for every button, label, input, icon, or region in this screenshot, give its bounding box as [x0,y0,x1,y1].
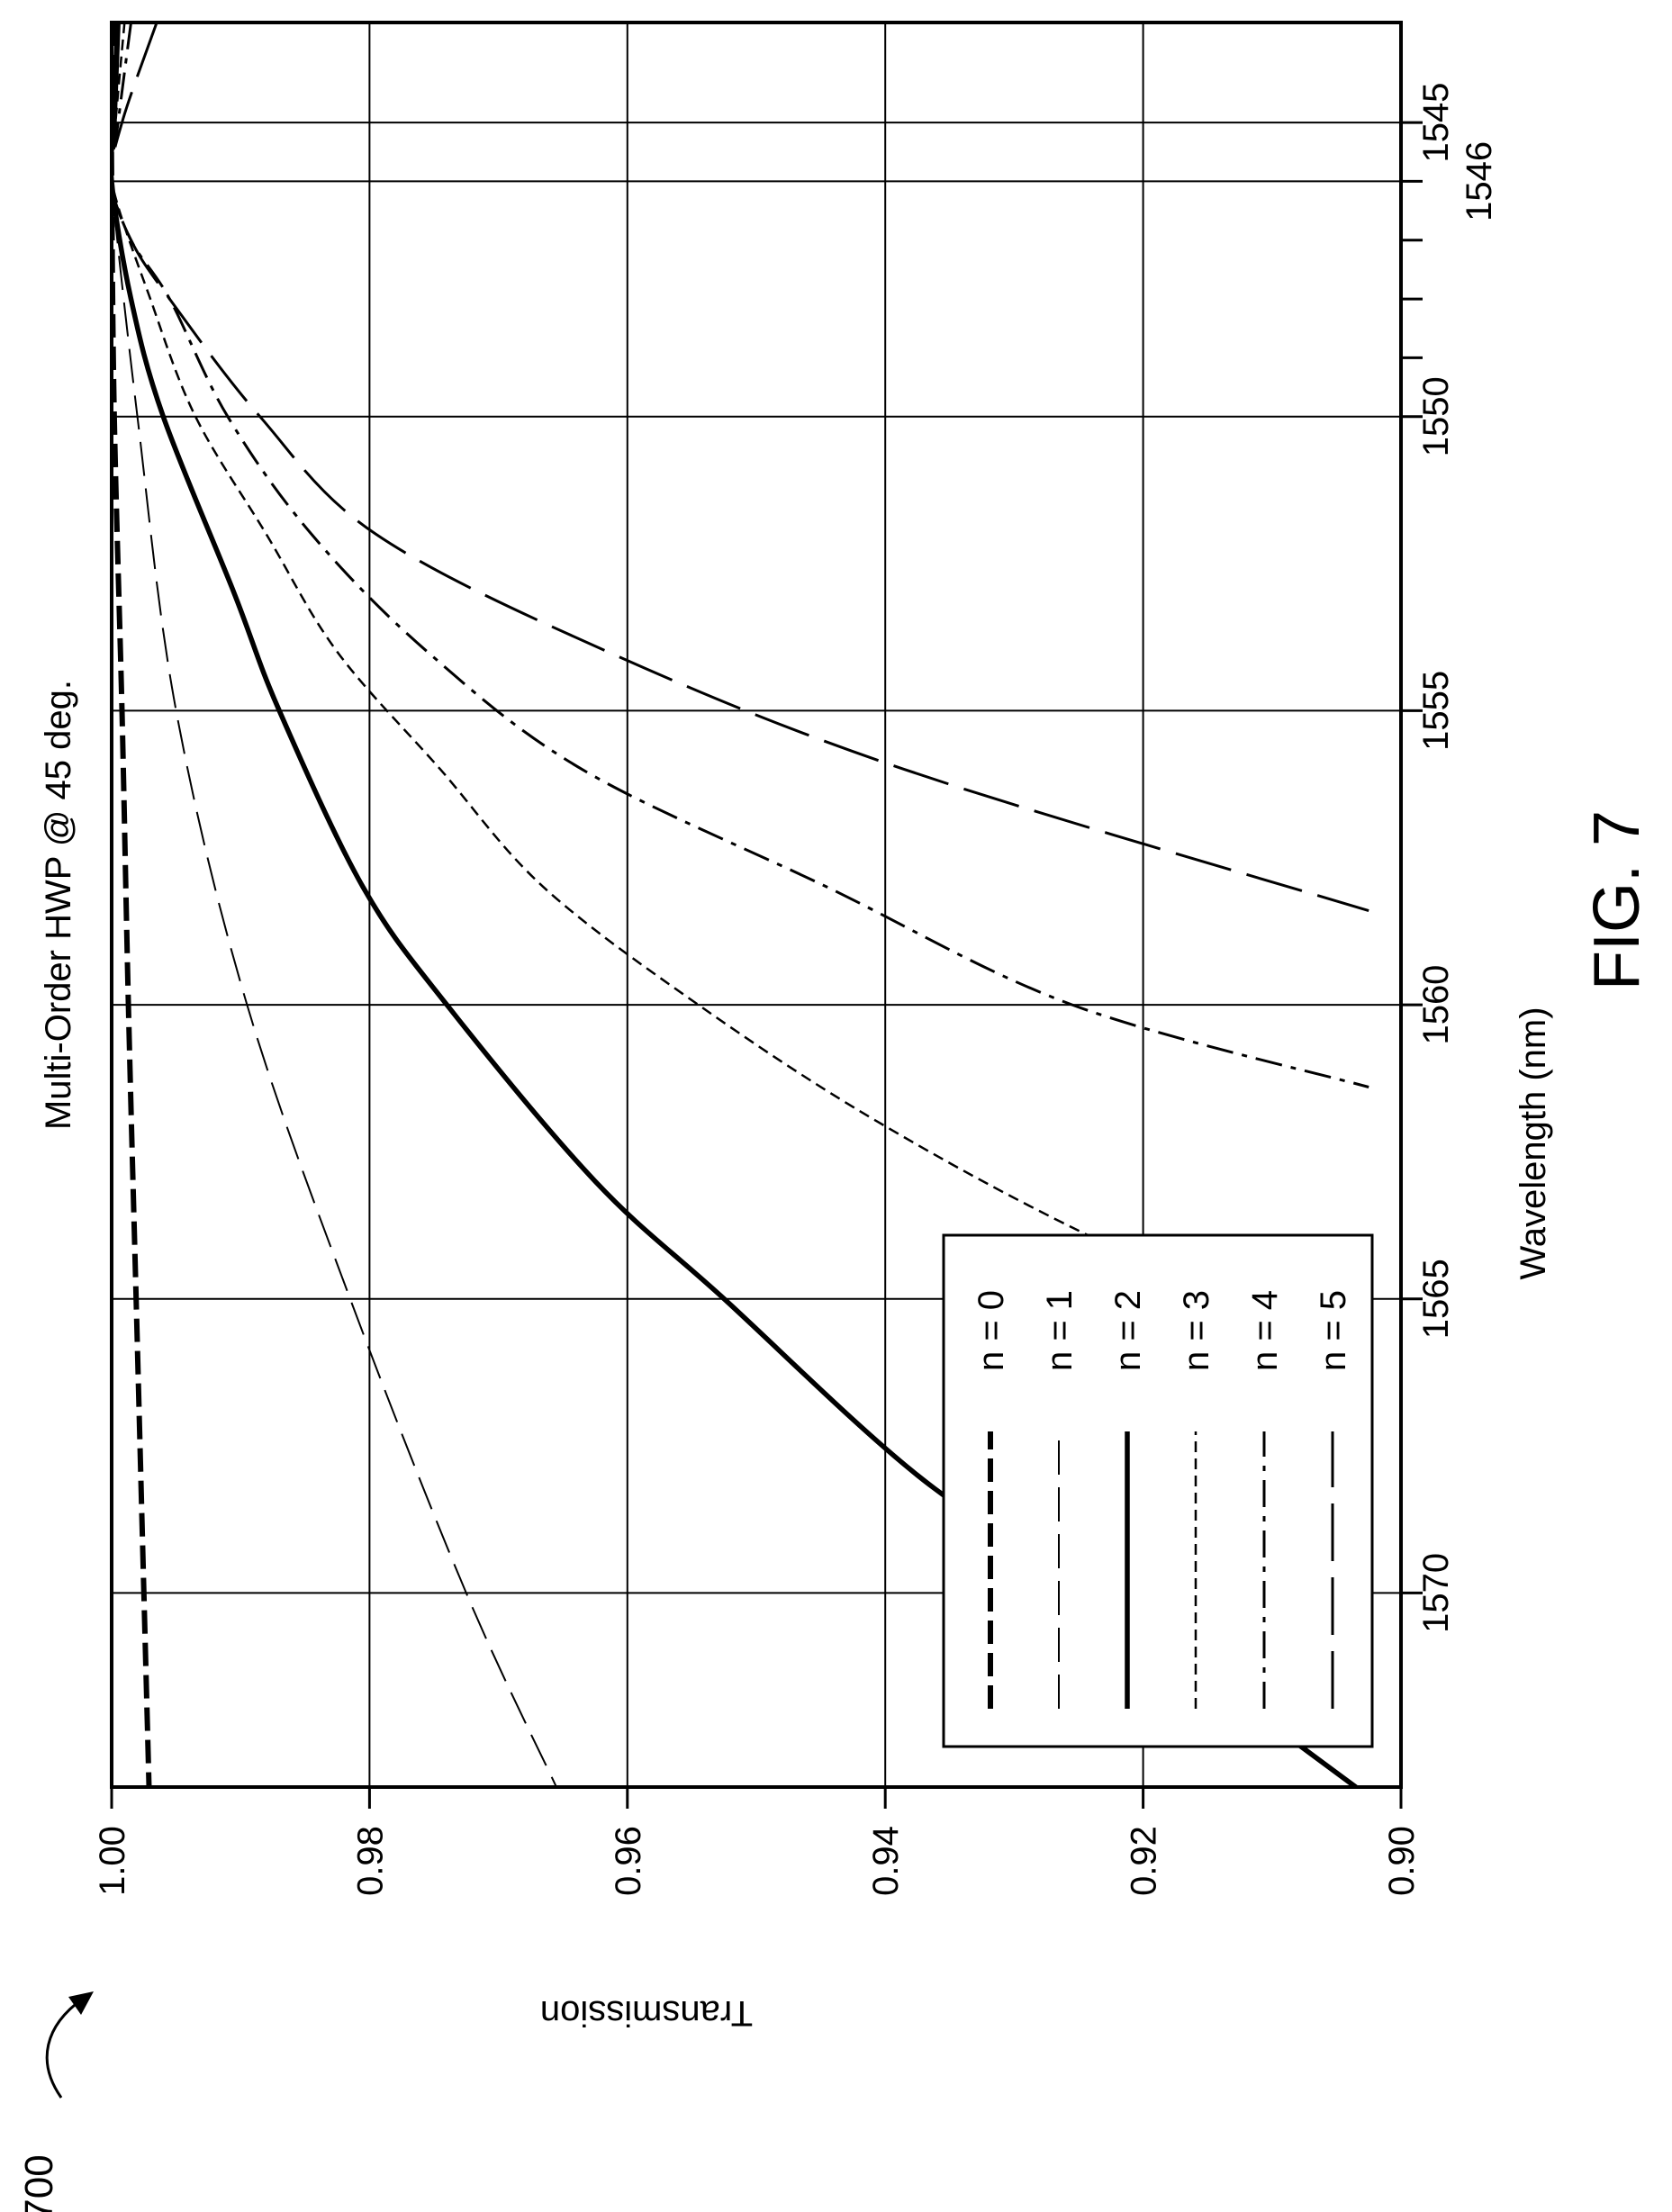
x-tick-label: 1560 [1416,965,1456,1045]
y-tick-label: 0.96 [609,1826,648,1896]
y-tick-label: 0.94 [866,1826,906,1896]
ref-arrow-icon [45,1997,84,2099]
legend: n = 0 n = 1 n = 2 n = 3 n = 4 n = 5 [942,1233,1374,1748]
series-line-n0 [112,23,152,1787]
series-line-n5 [112,23,1369,912]
x-tick-label: 1550 [1416,376,1456,456]
plot-frame [110,21,1403,1789]
figure-ref-numeral: 700 [17,2154,61,2212]
y-tick-label: 1.00 [93,1826,132,1896]
ref-arrowhead-icon [68,1991,94,2015]
x-tick-label: 1555 [1416,671,1456,751]
legend-label-n1: n = 1 [1040,1290,1080,1371]
legend-box [942,1233,1374,1748]
y-tick-label: 0.90 [1382,1826,1422,1896]
legend-label-n0: n = 0 [972,1290,1011,1371]
y-tick-label: 0.92 [1125,1826,1164,1896]
legend-label-n5: n = 5 [1314,1290,1353,1371]
legend-label-n3: n = 3 [1177,1290,1216,1371]
y-axis-label: Transmission [540,1993,753,2033]
series-line-n3 [112,23,1369,1359]
y-tick-label: 0.98 [350,1826,390,1896]
series-line-n1 [112,23,557,1787]
x-tick-label: 1545 [1416,83,1456,163]
figure-caption: FIG. 7 [1581,810,1653,990]
x-tick-label: 1570 [1416,1553,1456,1633]
chart-title: Multi-Order HWP @ 45 deg. [39,680,78,1130]
legend-label-n2: n = 2 [1108,1290,1148,1371]
series-line-n4 [112,23,1369,1088]
x-tick-label: 1546 [1460,141,1499,221]
legend-label-n4: n = 4 [1245,1290,1285,1371]
x-axis-label: Wavelength (nm) [1514,1007,1553,1279]
x-tick-label: 1565 [1416,1259,1456,1339]
